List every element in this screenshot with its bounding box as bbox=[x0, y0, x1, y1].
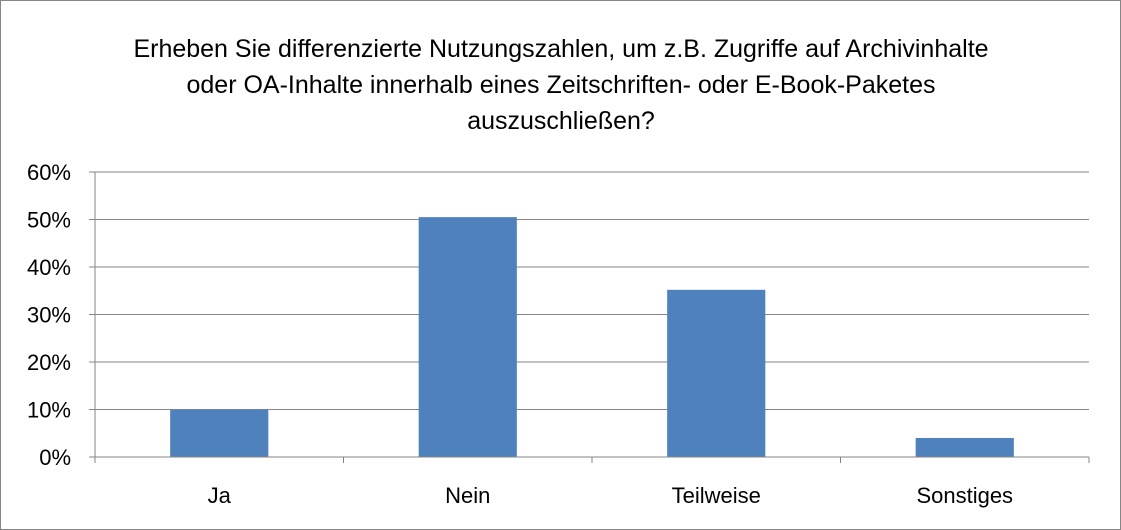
bar-nein bbox=[418, 217, 517, 457]
y-tick-label: 60% bbox=[27, 160, 71, 185]
y-tick-label: 30% bbox=[27, 303, 71, 328]
y-tick-label: 10% bbox=[27, 398, 71, 423]
bars bbox=[170, 217, 1014, 457]
y-tick-label: 0% bbox=[39, 445, 71, 470]
axes bbox=[89, 171, 1090, 463]
x-tick-label: Sonstiges bbox=[916, 483, 1013, 508]
axis-labels: 0% 10% 20% 30% 40% 50% 60% Ja Nein Teilweise Sonst… bbox=[27, 160, 1013, 508]
bar-sonstiges bbox=[915, 438, 1014, 457]
bar-teilweise bbox=[667, 289, 766, 457]
y-tick-label: 40% bbox=[27, 255, 71, 280]
x-tick-label: Teilweise bbox=[672, 483, 761, 508]
x-tick-label: Nein bbox=[445, 483, 490, 508]
x-tick-label: Ja bbox=[208, 483, 232, 508]
y-tick-label: 20% bbox=[27, 350, 71, 375]
y-tick-label: 50% bbox=[27, 208, 71, 233]
chart-title: Erheben Sie differenzierte Nutzungszahle… bbox=[133, 35, 989, 135]
bar-ja bbox=[170, 409, 269, 457]
gridlines bbox=[95, 171, 1089, 410]
